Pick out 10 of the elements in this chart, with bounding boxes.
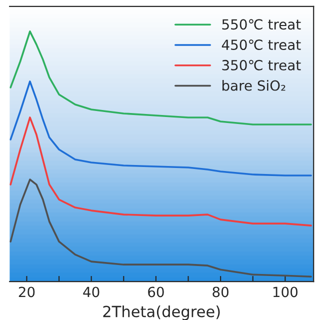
legend-label: bare SiO₂ <box>222 80 286 91</box>
x-tick-label: 20 <box>18 286 35 298</box>
x-tick-label: 60 <box>148 286 164 298</box>
legend-label: 450℃ treat <box>222 40 301 50</box>
x-tick-label: 100 <box>273 286 298 298</box>
x-axis-title: 2Theta(degree) <box>103 305 220 320</box>
legend-label: 350℃ treat <box>222 60 301 70</box>
legend-label: 550℃ treat <box>222 19 301 30</box>
x-tick-label: 40 <box>83 286 100 298</box>
x-tick-label: 80 <box>212 286 228 298</box>
